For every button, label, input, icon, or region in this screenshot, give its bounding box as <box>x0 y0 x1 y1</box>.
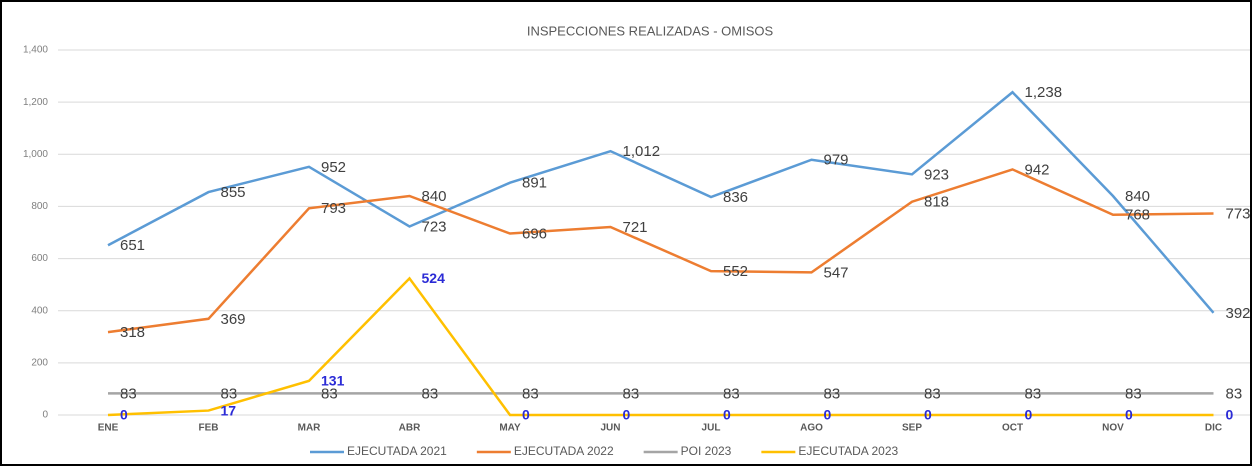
legend-label: EJECUTADA 2022 <box>514 444 614 458</box>
x-tick-label: JUL <box>702 423 721 434</box>
data-label: 793 <box>321 200 346 217</box>
data-label: 83 <box>221 385 238 402</box>
x-tick-label: ENE <box>98 423 119 434</box>
y-tick-label: 1,000 <box>23 149 48 160</box>
x-tick-label: NOV <box>1102 423 1124 434</box>
data-label: 83 <box>1125 385 1142 402</box>
y-tick-label: 200 <box>31 357 48 368</box>
x-tick-label: MAY <box>499 423 521 434</box>
y-tick-label: 1,200 <box>23 97 48 108</box>
data-label: 1,012 <box>623 143 661 160</box>
data-label: 83 <box>723 385 740 402</box>
data-label: 0 <box>723 407 731 423</box>
data-label: 721 <box>623 219 648 236</box>
data-label: 773 <box>1226 205 1251 222</box>
data-label: 768 <box>1125 207 1150 224</box>
data-label: 83 <box>120 385 137 402</box>
data-label: 524 <box>422 270 446 286</box>
data-label: 369 <box>221 311 246 328</box>
data-label: 696 <box>522 226 547 243</box>
data-label: 547 <box>824 264 849 281</box>
data-label: 83 <box>1025 385 1042 402</box>
data-label: 83 <box>422 385 439 402</box>
x-tick-label: OCT <box>1002 423 1023 434</box>
x-tick-label: FEB <box>199 423 219 434</box>
y-tick-label: 600 <box>31 253 48 264</box>
data-label: 723 <box>422 218 447 235</box>
y-tick-label: 1,400 <box>23 45 48 56</box>
data-label: 392 <box>1226 305 1251 322</box>
data-label: 891 <box>522 175 547 192</box>
data-label: 83 <box>321 385 338 402</box>
data-label: 17 <box>221 402 237 418</box>
data-label: 83 <box>824 385 841 402</box>
data-label: 818 <box>924 194 949 211</box>
data-label: 855 <box>221 184 246 201</box>
data-label: 0 <box>824 407 832 423</box>
data-label: 318 <box>120 324 145 341</box>
data-label: 83 <box>924 385 941 402</box>
data-label: 0 <box>623 407 631 423</box>
data-label: 131 <box>321 373 345 389</box>
y-tick-label: 400 <box>31 305 48 316</box>
data-label: 552 <box>723 263 748 280</box>
data-label: 840 <box>422 188 447 205</box>
x-tick-label: DIC <box>1205 423 1222 434</box>
x-tick-label: AGO <box>800 423 823 434</box>
chart-title: INSPECCIONES REALIZADAS - OMISOS <box>527 23 774 38</box>
data-label: 0 <box>1125 407 1133 423</box>
series-line <box>107 276 1214 417</box>
data-label: 651 <box>120 237 145 254</box>
data-label: 0 <box>1226 407 1234 423</box>
data-label: 979 <box>824 152 849 169</box>
x-tick-label: JUN <box>600 423 620 434</box>
data-label: 0 <box>1025 407 1033 423</box>
x-tick-label: SEP <box>902 423 922 434</box>
data-label: 952 <box>321 159 346 176</box>
data-label: 923 <box>924 166 949 183</box>
data-label: 0 <box>120 407 128 423</box>
data-label: 1,238 <box>1025 84 1063 101</box>
legend-label: POI 2023 <box>681 444 732 458</box>
legend-label: EJECUTADA 2021 <box>347 444 447 458</box>
data-label: 83 <box>623 385 640 402</box>
x-tick-label: ABR <box>399 423 421 434</box>
series-line <box>107 168 1214 334</box>
y-tick-label: 0 <box>42 410 48 421</box>
data-label: 83 <box>522 385 539 402</box>
data-label: 0 <box>924 407 932 423</box>
data-label: 942 <box>1025 161 1050 178</box>
series-line <box>107 90 1215 314</box>
data-label: 840 <box>1125 188 1150 205</box>
y-tick-label: 800 <box>31 201 48 212</box>
legend-label: EJECUTADA 2023 <box>798 444 898 458</box>
x-tick-label: MAR <box>298 423 322 434</box>
data-label: 836 <box>723 189 748 206</box>
data-label: 0 <box>522 407 530 423</box>
data-label: 83 <box>1226 385 1243 402</box>
